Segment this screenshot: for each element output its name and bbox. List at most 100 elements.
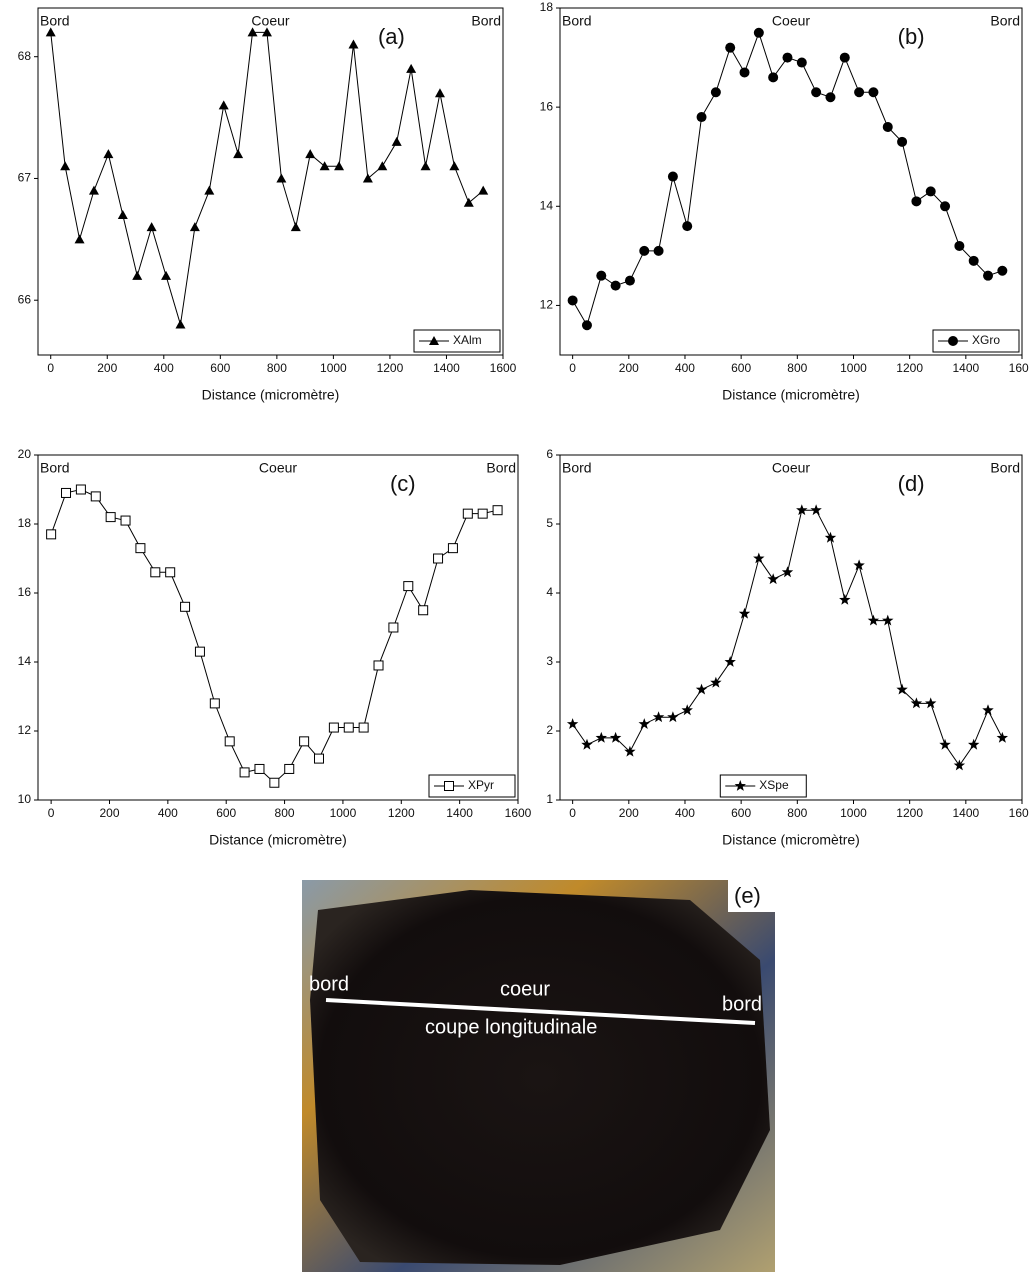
marker <box>420 161 431 171</box>
x-tick-label: 800 <box>275 806 295 820</box>
marker <box>328 722 339 733</box>
marker <box>135 543 146 554</box>
x-tick-label: 1600 <box>505 806 532 820</box>
legend-marker <box>444 781 454 791</box>
marker <box>940 201 951 212</box>
marker <box>406 63 417 73</box>
marker <box>117 209 128 219</box>
marker <box>781 566 794 578</box>
x-tick-label: 1200 <box>896 361 923 375</box>
marker <box>261 27 272 37</box>
x-tick-label: 800 <box>787 806 807 820</box>
marker <box>373 660 384 671</box>
marker <box>567 295 578 306</box>
marker <box>652 711 665 723</box>
marker <box>478 185 489 195</box>
x-tick-label: 1200 <box>388 806 415 820</box>
y-tick-label: 66 <box>18 292 32 306</box>
marker <box>624 275 635 286</box>
marker <box>682 221 693 232</box>
marker <box>477 508 488 519</box>
section-line <box>325 798 756 825</box>
y-tick-label: 1 <box>546 792 553 806</box>
marker <box>811 87 822 98</box>
marker <box>449 161 460 171</box>
plot-frame <box>559 454 1023 801</box>
x-tick-label: 1200 <box>896 806 923 820</box>
marker <box>362 173 373 183</box>
marker <box>46 529 57 540</box>
panel-label: (a) <box>378 24 405 49</box>
marker <box>218 100 229 110</box>
x-tick-label: 200 <box>619 361 639 375</box>
x-tick-label: 1400 <box>446 806 473 820</box>
marker <box>247 27 258 37</box>
marker <box>725 42 736 53</box>
plot-frame <box>559 7 1023 356</box>
y-tick-label: 10 <box>18 792 32 806</box>
marker <box>391 136 402 146</box>
y-tick-label: 18 <box>18 516 32 530</box>
marker <box>581 320 592 331</box>
marker <box>418 605 429 616</box>
annotation: Bord <box>990 13 1020 29</box>
marker <box>610 280 621 291</box>
marker <box>194 646 205 657</box>
marker <box>638 718 650 729</box>
marker <box>925 186 936 197</box>
marker <box>667 171 678 182</box>
marker <box>239 767 250 778</box>
annotation: Coeur <box>772 13 810 29</box>
x-tick-label: 600 <box>216 806 236 820</box>
marker <box>853 559 865 571</box>
x-tick-label: 400 <box>158 806 178 820</box>
marker <box>695 683 708 695</box>
y-tick-label: 2 <box>546 723 553 737</box>
marker <box>953 759 966 771</box>
x-tick-label: 1200 <box>377 361 404 375</box>
section-line <box>325 998 756 1025</box>
y-tick-label: 12 <box>18 723 32 737</box>
marker <box>897 136 908 147</box>
marker <box>738 607 751 619</box>
y-tick-label: 14 <box>18 654 32 668</box>
annotation: Bord <box>562 460 592 476</box>
marker <box>609 731 622 743</box>
marker <box>254 763 265 774</box>
y-tick-label: 18 <box>540 0 554 14</box>
marker <box>566 718 579 729</box>
marker <box>61 487 72 498</box>
marker <box>463 197 474 207</box>
y-tick-label: 67 <box>18 171 32 185</box>
x-tick-label: 200 <box>99 806 119 820</box>
x-tick-label: 600 <box>731 361 751 375</box>
annotation: Bord <box>486 460 516 476</box>
data-line <box>50 31 484 325</box>
x-axis-label: Distance (micromètre) <box>209 832 347 848</box>
marker <box>284 763 295 774</box>
x-tick-label: 1600 <box>490 361 517 375</box>
plot-frame <box>37 454 519 801</box>
marker <box>882 121 893 132</box>
marker <box>595 731 607 743</box>
x-tick-label: 800 <box>267 361 287 375</box>
marker <box>810 504 822 516</box>
marker <box>710 87 721 98</box>
legend-box <box>413 329 501 353</box>
x-tick-label: 200 <box>619 806 639 820</box>
legend-box <box>719 774 807 798</box>
photo: (e) bord coeur bord coupe longitudinale <box>302 798 775 1272</box>
marker <box>667 711 679 723</box>
legend-label: XGro <box>972 333 1000 347</box>
label-box <box>728 880 775 912</box>
marker <box>45 27 56 37</box>
marker <box>88 185 99 195</box>
marker <box>910 697 923 709</box>
marker <box>724 656 736 667</box>
legend-marker <box>948 336 958 346</box>
legend-marker <box>429 336 439 345</box>
y-tick-label: 5 <box>546 516 553 530</box>
annotation: Coeur <box>251 13 289 29</box>
x-tick-label: 1400 <box>952 806 979 820</box>
